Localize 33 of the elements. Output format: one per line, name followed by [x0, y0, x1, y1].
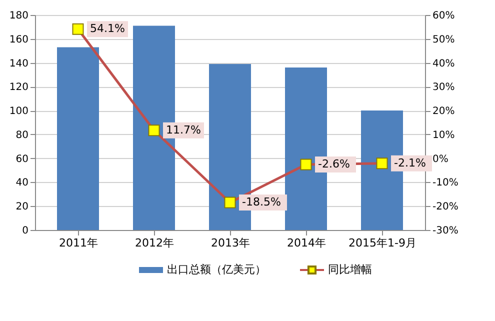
y2-tick-label: 40%: [432, 58, 455, 70]
y2-tick-label: -20%: [432, 202, 458, 213]
y-tick-label: 100: [9, 106, 28, 118]
data-label: -2.1%: [394, 156, 426, 170]
data-label: -18.5%: [242, 196, 281, 209]
y-tick-label: 180: [9, 10, 28, 22]
y2-tick-label: -30%: [432, 226, 458, 236]
bar: [57, 47, 99, 230]
y-tick-label: 60: [16, 154, 28, 165]
y-tick-label: 120: [9, 82, 28, 94]
y2-tick-label: 0%: [432, 154, 448, 165]
legend-label: 出口总额（亿美元）: [167, 263, 266, 276]
x-tick-label: 2011年: [59, 236, 98, 250]
y-tick-label: 20: [16, 202, 28, 213]
y-tick-label: 40: [16, 178, 28, 189]
y2-tick-label: 20%: [432, 106, 455, 118]
data-label: 54.1%: [90, 22, 125, 36]
x-tick-label: 2012年: [135, 236, 174, 250]
x-tick-label: 2013年: [211, 236, 250, 250]
x-tick-label: 2014年: [287, 236, 326, 250]
y2-tick-label: 50%: [432, 34, 455, 46]
y2-tick-label: 10%: [432, 130, 455, 141]
y2-tick-label: 30%: [432, 82, 455, 94]
y-tick-label: 140: [9, 58, 28, 70]
y2-tick-label: -10%: [432, 178, 458, 189]
legend-label: 同比增幅: [328, 263, 372, 276]
data-label: 11.7%: [166, 123, 201, 136]
y-tick-label: 80: [16, 130, 28, 141]
y2-tick-label: 60%: [432, 10, 455, 22]
data-label: -2.6%: [318, 158, 350, 171]
y-tick-label: 160: [9, 34, 28, 46]
y-tick-label: 0: [22, 226, 28, 236]
x-tick-label: 2015年1-9月: [348, 236, 416, 250]
